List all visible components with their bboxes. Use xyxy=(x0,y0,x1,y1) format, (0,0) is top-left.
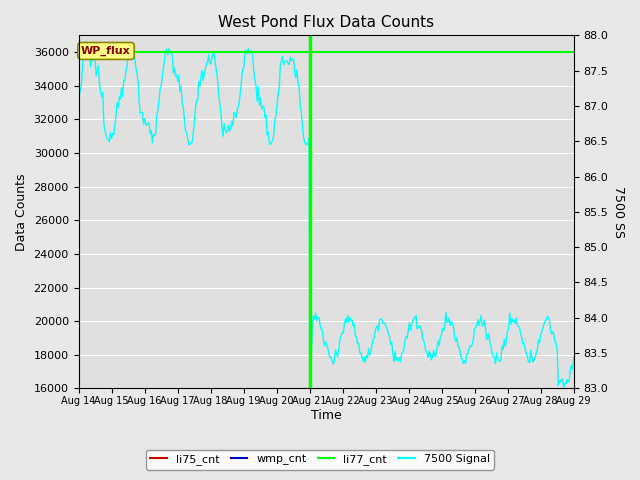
Legend: li75_cnt, wmp_cnt, li77_cnt, 7500 Signal: li75_cnt, wmp_cnt, li77_cnt, 7500 Signal xyxy=(146,450,494,469)
X-axis label: Time: Time xyxy=(311,409,342,422)
Text: WP_flux: WP_flux xyxy=(81,46,131,56)
Y-axis label: Data Counts: Data Counts xyxy=(15,173,28,251)
Y-axis label: 7500 SS: 7500 SS xyxy=(612,186,625,238)
Title: West Pond Flux Data Counts: West Pond Flux Data Counts xyxy=(218,15,434,30)
